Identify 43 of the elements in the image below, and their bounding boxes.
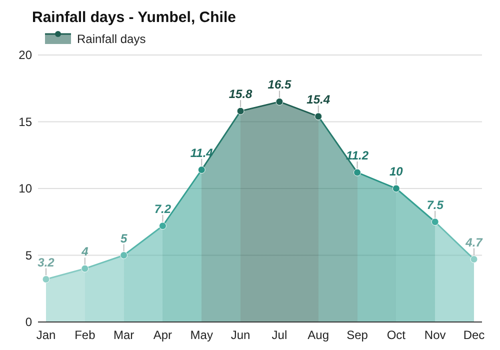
y-tick-label: 15 bbox=[18, 114, 32, 129]
x-tick-label: Mar bbox=[113, 328, 134, 342]
point bbox=[158, 222, 166, 230]
data-label: 4 bbox=[80, 244, 89, 259]
x-tick-label: Jul bbox=[272, 328, 288, 342]
data-label: 16.5 bbox=[268, 78, 292, 92]
data-label: 7.2 bbox=[154, 202, 172, 216]
data-label: 4.7 bbox=[464, 235, 484, 250]
data-label: 5 bbox=[120, 231, 128, 246]
data-label: 10 bbox=[390, 164, 404, 178]
x-tick-label: Oct bbox=[386, 328, 406, 342]
y-tick-label: 5 bbox=[25, 248, 32, 262]
point bbox=[236, 107, 244, 115]
x-tick-label: Sep bbox=[346, 328, 368, 342]
point bbox=[431, 218, 439, 226]
data-label: 15.4 bbox=[306, 92, 330, 106]
point bbox=[470, 256, 478, 264]
x-tick-label: Jan bbox=[36, 328, 56, 342]
x-tick-label: May bbox=[190, 328, 213, 342]
point bbox=[392, 184, 400, 192]
point bbox=[42, 276, 50, 284]
data-label: 7.5 bbox=[426, 198, 444, 212]
chart-title: Rainfall days - Yumbel, Chile bbox=[32, 9, 236, 26]
y-tick-label: 0 bbox=[25, 315, 32, 329]
x-tick-label: Jun bbox=[230, 328, 250, 342]
data-label: 11.4 bbox=[190, 146, 214, 160]
x-tick-label: Apr bbox=[153, 328, 172, 342]
x-tick-label: Feb bbox=[74, 328, 96, 342]
data-label: 3.2 bbox=[38, 255, 55, 270]
x-tick-label: Aug bbox=[308, 328, 330, 342]
y-tick-label: 10 bbox=[18, 182, 32, 196]
data-label: 11.2 bbox=[346, 148, 369, 162]
point bbox=[354, 168, 362, 176]
point bbox=[314, 112, 322, 120]
point bbox=[81, 264, 89, 272]
point bbox=[120, 252, 128, 259]
point bbox=[276, 98, 284, 106]
y-tick-label: 20 bbox=[18, 48, 32, 62]
legend-label: Rainfall days bbox=[77, 32, 146, 46]
x-tick-label: Nov bbox=[424, 328, 446, 342]
x-tick-label: Dec bbox=[463, 328, 485, 342]
point bbox=[198, 166, 206, 174]
data-label: 15.8 bbox=[228, 87, 253, 102]
